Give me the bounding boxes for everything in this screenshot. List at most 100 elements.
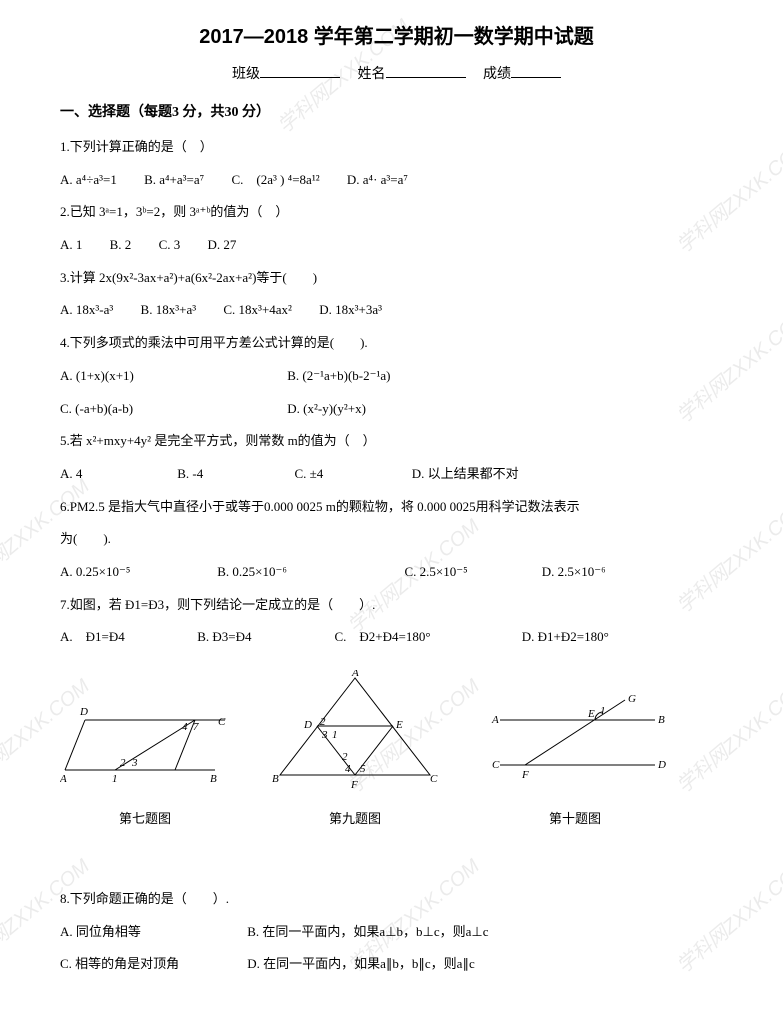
svg-text:7: 7 — [193, 721, 199, 733]
q8-opt-b: B. 在同一平面内，如果a⊥b，b⊥c，则a⊥c — [247, 920, 488, 945]
q1-opt-b: B. a⁴+a³=a⁷ — [144, 168, 204, 193]
svg-text:4: 4 — [182, 721, 188, 733]
figure-10-wrap: A B C D E G F 1 第十题图 — [480, 690, 670, 827]
question-3-options: A. 18x³-a³ B. 18x³+a³ C. 18x³+4ax² D. 18… — [60, 298, 733, 323]
q5-opt-a: A. 4 — [60, 462, 150, 487]
q1-opt-a: A. a⁴÷a³=1 — [60, 168, 117, 193]
q3-opt-a: A. 18x³-a³ — [60, 298, 113, 323]
name-label: 姓名 — [358, 67, 386, 82]
svg-text:G: G — [628, 693, 636, 705]
svg-text:5: 5 — [360, 763, 366, 775]
figure-10-label: 第十题图 — [480, 808, 670, 827]
q3-opt-b: B. 18x³+a³ — [141, 298, 197, 323]
svg-text:D: D — [657, 759, 666, 771]
class-blank[interactable] — [260, 64, 340, 78]
q3-opt-d: D. 18x³+3a³ — [319, 298, 382, 323]
q8-opt-c: C. 相等的角是对顶角 — [60, 952, 220, 977]
q3-opt-c: C. 18x³+4ax² — [223, 298, 292, 323]
question-1: 1.下列计算正确的是（ ） — [60, 135, 733, 160]
q7-opt-c: C. Ð2+Ð4=180° — [335, 625, 495, 650]
question-6-line2: 为( ). — [60, 527, 733, 552]
question-8-options: A. 同位角相等 B. 在同一平面内，如果a⊥b，b⊥c，则a⊥c — [60, 920, 733, 945]
question-4-options: A. (1+x)(x+1) B. (2⁻¹a+b)(b-2⁻¹a) — [60, 364, 733, 389]
figure-9-wrap: A B C D E F 31 2 45 2 第九题图 — [260, 670, 450, 827]
q5-opt-c: C. ±4 — [295, 462, 385, 487]
svg-text:A: A — [491, 714, 499, 726]
q7-opt-d: D. Ð1+Ð2=180° — [522, 625, 609, 650]
class-label: 班级 — [232, 67, 260, 82]
svg-text:C: C — [430, 773, 438, 785]
svg-text:D: D — [303, 719, 312, 731]
question-5-options: A. 4 B. -4 C. ±4 D. 以上结果都不对 — [60, 462, 733, 487]
question-7: 7.如图，若 Ð1=Ð3，则下列结论一定成立的是（ ）. — [60, 593, 733, 618]
exam-title: 2017—2018 学年第二学期初一数学期中试题 — [60, 20, 733, 49]
svg-text:1: 1 — [332, 729, 338, 741]
svg-text:A: A — [60, 773, 67, 785]
svg-text:C: C — [218, 716, 226, 728]
q4-opt-a: A. (1+x)(x+1) — [60, 364, 260, 389]
q1-opt-c: C. (2a³ ) ⁴=8a¹² — [231, 168, 319, 193]
q2-opt-d: D. 27 — [207, 233, 236, 258]
svg-text:1: 1 — [112, 773, 118, 785]
svg-text:E: E — [587, 708, 595, 720]
svg-text:2: 2 — [342, 751, 348, 763]
q2-opt-c: C. 3 — [159, 233, 181, 258]
svg-text:E: E — [395, 719, 403, 731]
q2-opt-b: B. 2 — [110, 233, 132, 258]
q4-opt-b: B. (2⁻¹a+b)(b-2⁻¹a) — [287, 364, 390, 389]
section-1-heading: 一、选择题（每题3 分，共30 分） — [60, 101, 733, 121]
svg-text:3: 3 — [321, 729, 328, 741]
score-blank[interactable] — [511, 64, 561, 78]
svg-text:B: B — [658, 714, 665, 726]
question-1-options: A. a⁴÷a³=1 B. a⁴+a³=a⁷ C. (2a³ ) ⁴=8a¹² … — [60, 168, 733, 193]
q6-opt-b: B. 0.25×10⁻⁶ — [217, 560, 377, 585]
q6-opt-a: A. 0.25×10⁻⁵ — [60, 560, 190, 585]
svg-text:2: 2 — [320, 716, 326, 728]
name-blank[interactable] — [386, 64, 466, 78]
q8-opt-a: A. 同位角相等 — [60, 920, 220, 945]
figure-9-label: 第九题图 — [260, 808, 450, 827]
svg-text:F: F — [350, 779, 358, 790]
question-5: 5.若 x²+mxy+4y² 是完全平方式，则常数 m的值为（ ） — [60, 429, 733, 454]
q4-opt-c: C. (-a+b)(a-b) — [60, 397, 260, 422]
q2-opt-a: A. 1 — [60, 233, 82, 258]
svg-text:4: 4 — [345, 763, 351, 775]
figure-7: A 1 D C B 23 47 — [60, 700, 230, 790]
q7-opt-b: B. Ð3=Ð4 — [197, 625, 307, 650]
question-8-options-2: C. 相等的角是对顶角 D. 在同一平面内，如果a∥b，b∥c，则a∥c — [60, 952, 733, 977]
q5-opt-b: B. -4 — [177, 462, 267, 487]
question-8: 8.下列命题正确的是（ ）. — [60, 887, 733, 912]
figure-7-wrap: A 1 D C B 23 47 第七题图 — [60, 700, 230, 827]
question-6-options: A. 0.25×10⁻⁵ B. 0.25×10⁻⁶ C. 2.5×10⁻⁵ D.… — [60, 560, 733, 585]
question-6-line1: 6.PM2.5 是指大气中直径小于或等于0.000 0025 m的颗粒物，将 0… — [60, 495, 733, 520]
svg-text:B: B — [210, 773, 217, 785]
question-7-options: A. Ð1=Ð4 B. Ð3=Ð4 C. Ð2+Ð4=180° D. Ð1+Ð2… — [60, 625, 733, 650]
figure-10: A B C D E G F 1 — [480, 690, 670, 790]
page: 2017—2018 学年第二学期初一数学期中试题 班级 姓名 成绩 一、选择题（… — [0, 0, 783, 1005]
svg-text:F: F — [521, 769, 529, 781]
q6-opt-d: D. 2.5×10⁻⁶ — [542, 560, 606, 585]
figure-7-label: 第七题图 — [60, 808, 230, 827]
svg-text:D: D — [79, 706, 88, 718]
score-label: 成绩 — [483, 67, 511, 82]
figure-9: A B C D E F 31 2 45 2 — [260, 670, 450, 790]
question-2: 2.已知 3ᵃ=1，3ᵇ=2，则 3ᵃ⁺ᵇ的值为（ ） — [60, 200, 733, 225]
student-info-line: 班级 姓名 成绩 — [60, 63, 733, 83]
q5-opt-d: D. 以上结果都不对 — [412, 462, 519, 487]
question-2-options: A. 1 B. 2 C. 3 D. 27 — [60, 233, 733, 258]
question-3: 3.计算 2x(9x²-3ax+a²)+a(6x²-2ax+a²)等于( ) — [60, 266, 733, 291]
svg-text:3: 3 — [131, 757, 138, 769]
question-4: 4.下列多项式的乘法中可用平方差公式计算的是( ). — [60, 331, 733, 356]
svg-text:2: 2 — [120, 757, 126, 769]
q7-opt-a: A. Ð1=Ð4 — [60, 625, 170, 650]
q1-opt-d: D. a⁴· a³=a⁷ — [347, 168, 408, 193]
q8-opt-d: D. 在同一平面内，如果a∥b，b∥c，则a∥c — [247, 952, 474, 977]
q4-opt-d: D. (x²-y)(y²+x) — [287, 397, 366, 422]
svg-text:B: B — [272, 773, 279, 785]
question-4-options-2: C. (-a+b)(a-b) D. (x²-y)(y²+x) — [60, 397, 733, 422]
figures-row: A1 DC B 23 47 第七题图 A — [60, 670, 733, 827]
svg-text:1: 1 — [600, 705, 606, 717]
svg-text:A: A — [351, 670, 359, 679]
q6-opt-c: C. 2.5×10⁻⁵ — [405, 560, 515, 585]
svg-text:C: C — [492, 759, 500, 771]
